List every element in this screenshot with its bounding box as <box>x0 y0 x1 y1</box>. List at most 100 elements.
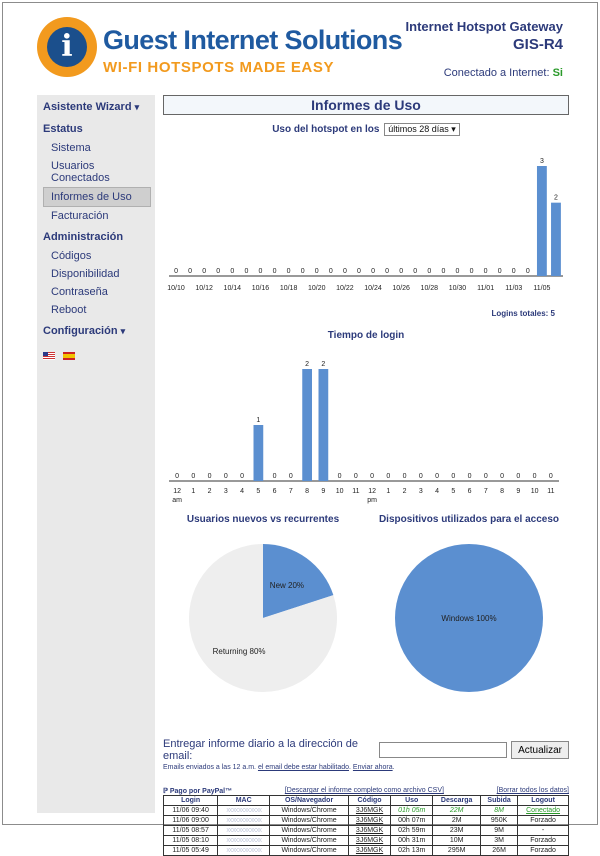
data-label: 0 <box>500 473 504 480</box>
sidebar-item-sistema[interactable]: Sistema <box>51 142 91 154</box>
data-label: 0 <box>370 473 374 480</box>
data-label: 0 <box>329 268 333 275</box>
table-cell: Forzado <box>517 835 569 846</box>
x-tick-label: 10/12 <box>195 285 213 292</box>
table-row: 11/06 09:00 xx:xx:xx:xx:xx:xx Windows/Chro… <box>162 815 569 826</box>
data-label: 0 <box>244 268 248 275</box>
table-cell: Conectado <box>517 805 569 816</box>
sidebar-item-informes-de-uso[interactable]: Informes de Uso <box>43 187 151 207</box>
sidebar-item-disponibilidad[interactable]: Disponibilidad <box>51 268 120 280</box>
usage-chart-title: Uso del hotspot en los últimos 28 días ▾ <box>163 123 569 136</box>
pie-charts: Usuarios nuevos vs recurrentes New 20% Re… <box>163 514 569 708</box>
table-cell: 26M <box>480 845 519 856</box>
x-tick-label: 9 <box>321 488 325 495</box>
table-cell[interactable]: 3J6MGK <box>347 805 392 816</box>
data-label: 0 <box>315 268 319 275</box>
x-tick-label: 10/28 <box>421 285 439 292</box>
table-cell: 3M <box>480 835 519 846</box>
x-tick-label: 10/30 <box>449 285 467 292</box>
x-tick-label: 11 <box>547 488 554 495</box>
table-cell: Windows/Chrome <box>269 845 349 856</box>
table-row: 11/05 08:10 xx:xx:xx:xx:xx:xx Windows/Chro… <box>162 835 569 846</box>
data-label: 0 <box>484 268 488 275</box>
x-tick-label: 6 <box>468 488 472 495</box>
sidebar-item-contrasena[interactable]: Contraseña <box>51 286 108 298</box>
language-flags <box>37 341 155 371</box>
data-label: 2 <box>554 195 558 202</box>
devices-pie: Windows 100% <box>395 544 543 692</box>
data-label: 0 <box>188 268 192 275</box>
table-cell[interactable]: 3J6MGK <box>347 825 392 836</box>
pie-new-vs-returning: Usuarios nuevos vs recurrentes New 20% Re… <box>163 514 363 708</box>
data-label: 0 <box>427 268 431 275</box>
data-label: 0 <box>273 268 277 275</box>
x-tick-label: 10/24 <box>364 285 382 292</box>
data-label: 0 <box>208 473 212 480</box>
period-select[interactable]: últimos 28 días ▾ <box>384 123 460 136</box>
data-label: 0 <box>174 268 178 275</box>
table-cell: - <box>517 825 569 836</box>
connection-value: Si <box>552 67 563 79</box>
data-label: 0 <box>526 268 530 275</box>
table-cell: xx:xx:xx:xx:xx:xx <box>217 805 271 816</box>
x-tick-label: 11/05 <box>533 285 550 292</box>
x-tick-label: 10/22 <box>336 285 354 292</box>
table-cell[interactable]: 3J6MGK <box>347 835 392 846</box>
data-label: 2 <box>305 361 309 368</box>
email-input[interactable] <box>379 742 508 758</box>
table-header-row: Login MAC OS/Navegador Código Uso Descarga Sub… <box>162 795 569 806</box>
sidebar-config[interactable]: Configuración ▾ <box>43 325 126 337</box>
data-label: 0 <box>484 473 488 480</box>
connection-status: Conectado a Internet: Si <box>443 67 563 79</box>
sidebar-item-facturacion[interactable]: Facturación <box>51 210 109 222</box>
bar <box>253 425 264 481</box>
sidebar-item-codigos[interactable]: Códigos <box>51 250 92 262</box>
column-header: Uso <box>390 795 434 806</box>
send-now-link[interactable]: Enviar ahora <box>352 764 393 771</box>
data-label: 0 <box>259 268 263 275</box>
data-label: 0 <box>470 268 474 275</box>
sidebar-wizard[interactable]: Asistente Wizard ▾ <box>43 101 140 113</box>
table-cell[interactable]: 3J6MGK <box>347 845 392 856</box>
table-row: 11/05 08:57 xx:xx:xx:xx:xx:xx Windows/Chro… <box>162 825 569 836</box>
table-cell: Forzado <box>517 845 569 856</box>
x-tick-label: 5 <box>451 488 455 495</box>
data-label: 0 <box>224 473 228 480</box>
x-tick-label: 2 <box>208 488 212 495</box>
x-tick-label: 10 <box>531 488 539 495</box>
table-cell[interactable]: 3J6MGK <box>347 815 392 826</box>
data-label: 0 <box>354 473 358 480</box>
data-label: 0 <box>371 268 375 275</box>
data-label: 0 <box>301 268 305 275</box>
brand-logo: i Guest Internet Solutions WI-FI HOTSPOT… <box>37 17 403 79</box>
table-cell: 9M <box>480 825 519 836</box>
data-label: 0 <box>468 473 472 480</box>
update-button[interactable]: Actualizar <box>511 741 569 759</box>
sidebar-item-reboot[interactable]: Reboot <box>51 304 87 316</box>
table-cell: 00h 31m <box>390 835 434 846</box>
table-cell: Windows/Chrome <box>269 835 349 846</box>
column-header: Login <box>162 795 219 806</box>
clear-data-link[interactable]: [Borrar todos los datos] <box>496 787 569 794</box>
table-cell: Forzado <box>517 815 569 826</box>
page-title: Informes de Uso <box>163 95 569 115</box>
sidebar-item-usuarios-conectados[interactable]: Usuarios Conectados <box>51 160 110 184</box>
table-cell: 01h 05m <box>390 805 434 816</box>
x-tick-label: 2 <box>403 488 407 495</box>
x-tick-label: 3 <box>419 488 423 495</box>
csv-download-link[interactable]: [Descargar el informe completo como arch… <box>284 787 444 794</box>
column-header: Subida <box>480 795 519 806</box>
us-flag-icon[interactable] <box>43 351 55 360</box>
x-tick-label: 11/01 <box>477 285 494 292</box>
x-tick-label: 6 <box>273 488 277 495</box>
data-label: 0 <box>516 473 520 480</box>
data-label: 0 <box>191 473 195 480</box>
email-enabled-link[interactable]: el email debe estar habilitado <box>257 764 350 771</box>
table-cell: 8M <box>480 805 519 816</box>
product-name: Internet Hotspot Gateway <box>405 19 563 34</box>
email-row: Entregar informe diario a la dirección d… <box>163 738 569 762</box>
column-header: Código <box>347 795 392 806</box>
x-tick-label: 5 <box>256 488 260 495</box>
spain-flag-icon[interactable] <box>63 351 76 360</box>
